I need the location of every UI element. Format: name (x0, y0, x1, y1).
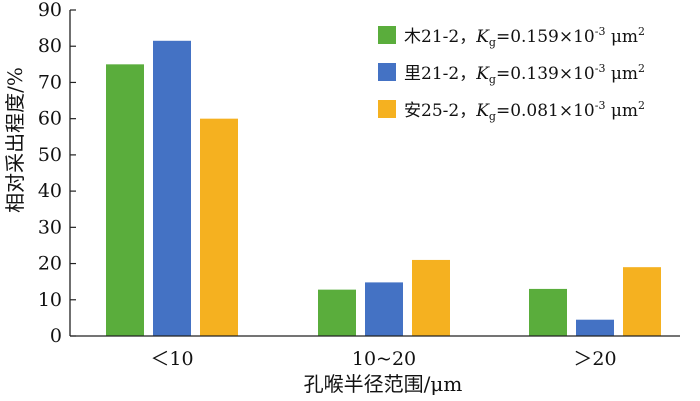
bar-2-3 (576, 319, 614, 336)
legend: 木21-2，Kg=0.159×10-3 μm2里21-2，Kg=0.139×10… (378, 25, 645, 123)
legend-symbol: K (475, 27, 490, 47)
legend-unit: μm (605, 64, 638, 84)
bar-3-3 (623, 267, 661, 336)
y-tick-label: 10 (38, 289, 62, 311)
y-tick-label: 90 (38, 0, 62, 21)
bar-2-2 (365, 282, 403, 336)
legend-unit_sup: 2 (638, 25, 645, 38)
y-axis-label: 相对采出程度/% (3, 67, 27, 213)
legend-entry-label: 安25-2，Kg=0.081×10-3 μm2 (404, 99, 645, 123)
axes-group (69, 10, 680, 337)
legend-value_text: =0.139×10 (496, 64, 595, 84)
y-tick-label: 70 (38, 71, 62, 93)
legend-swatch (378, 63, 396, 81)
y-tick-label: 60 (38, 108, 62, 130)
y-tick-label: 30 (38, 216, 62, 238)
bar-2-1 (153, 40, 191, 337)
y-tick-label: 40 (38, 180, 62, 202)
bar-3-2 (412, 259, 450, 336)
legend-symbol_sub: g (489, 73, 496, 86)
bars-group (106, 40, 661, 337)
bar-1-1 (106, 64, 144, 336)
x-tick-label: ＞20 (573, 348, 616, 370)
legend-label_prefix: 里21-2， (404, 64, 476, 84)
x-tick-label: ＜10 (150, 348, 193, 370)
y-ticks-group: 0 10 20 30 40 50 60 70 80 90 (38, 0, 76, 347)
legend-entry-label: 里21-2，Kg=0.139×10-3 μm2 (404, 62, 645, 86)
bar-1-3 (529, 288, 567, 336)
x-axis-label: 孔喉半径范围/μm (304, 372, 463, 396)
legend-unit_sup: 2 (638, 62, 645, 75)
legend-entry-label: 木21-2，Kg=0.159×10-3 μm2 (404, 25, 645, 49)
legend-symbol_sub: g (489, 36, 496, 49)
legend-unit_sup: 2 (638, 99, 645, 112)
y-tick-label: 0 (50, 325, 62, 347)
legend-unit: μm (605, 27, 638, 47)
y-tick-label: 20 (38, 253, 62, 275)
legend-symbol_sub: g (489, 110, 496, 123)
bar-1-2 (318, 289, 356, 336)
y-tick-label: 50 (38, 144, 62, 166)
x-ticks-group: ＜10 10~20 ＞20 (150, 348, 616, 370)
legend-label_prefix: 安25-2， (404, 101, 476, 121)
bar-3-1 (200, 118, 238, 337)
legend-symbol: K (475, 101, 490, 121)
legend-unit: μm (605, 101, 638, 121)
x-tick-label: 10~20 (352, 348, 416, 370)
legend-exp: -3 (595, 99, 606, 112)
y-tick-label: 80 (38, 35, 62, 57)
legend-exp: -3 (595, 25, 606, 38)
legend-value_text: =0.159×10 (496, 27, 595, 47)
legend-swatch (378, 26, 396, 44)
legend-value_text: =0.081×10 (496, 101, 595, 121)
legend-swatch (378, 100, 396, 118)
legend-exp: -3 (595, 62, 606, 75)
legend-label_prefix: 木21-2， (404, 27, 476, 47)
legend-symbol: K (475, 64, 490, 84)
